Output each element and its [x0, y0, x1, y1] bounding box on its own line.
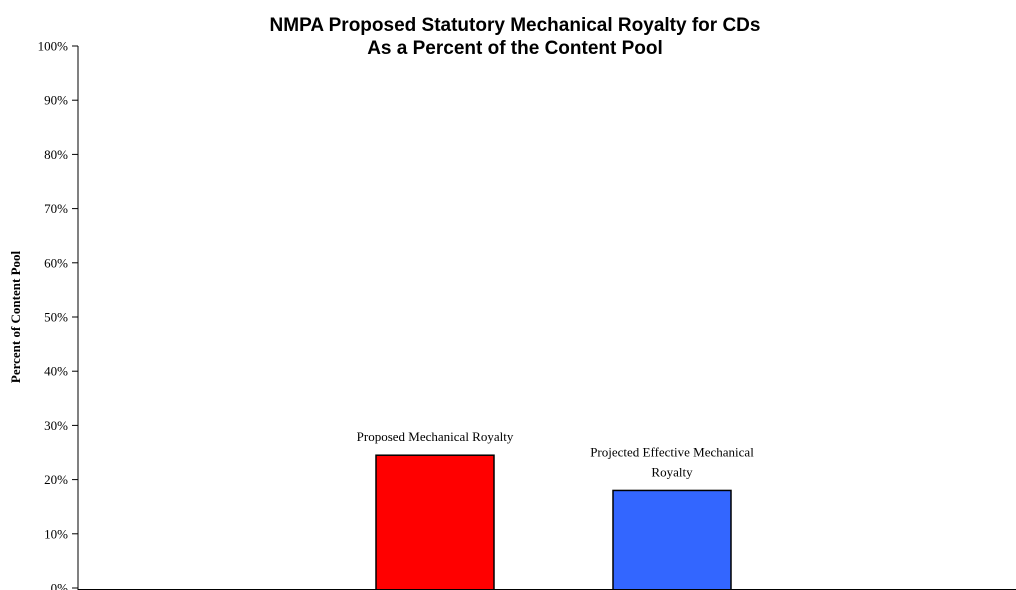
y-tick-label: 100%: [38, 39, 69, 54]
y-tick-label: 10%: [44, 526, 68, 541]
chart-title-line-1: NMPA Proposed Statutory Mechanical Royal…: [270, 15, 761, 36]
bar-data-label: Proposed Mechanical Royalty: [357, 429, 514, 444]
bar: [375, 454, 495, 590]
y-tick-label: 80%: [44, 147, 68, 162]
y-tick-label: 0%: [51, 581, 69, 590]
y-axis-label: Percent of Content Pool: [8, 250, 23, 383]
chart-title: NMPA Proposed Statutory Mechanical Royal…: [270, 15, 761, 59]
y-axis-ticks: 0% 10% 20% 30% 40% 50% 60% 70% 80% 90% 100%: [38, 39, 78, 590]
y-tick-label: 20%: [44, 472, 68, 487]
y-tick-label: 40%: [44, 364, 68, 379]
y-tick-label: 90%: [44, 93, 68, 108]
bar: [612, 489, 732, 590]
y-tick-label: 70%: [44, 201, 68, 216]
bar-data-label: Projected Effective Mechanical: [590, 444, 754, 459]
chart-title-line-2: As a Percent of the Content Pool: [367, 38, 663, 59]
bar-labels: Proposed Mechanical Royalty Projected Eff…: [357, 429, 755, 479]
bars: [375, 454, 732, 590]
y-tick-label: 30%: [44, 418, 68, 433]
y-tick-label: 60%: [44, 255, 68, 270]
y-tick-label: 50%: [44, 310, 68, 325]
bar-data-label: Royalty: [651, 464, 693, 479]
